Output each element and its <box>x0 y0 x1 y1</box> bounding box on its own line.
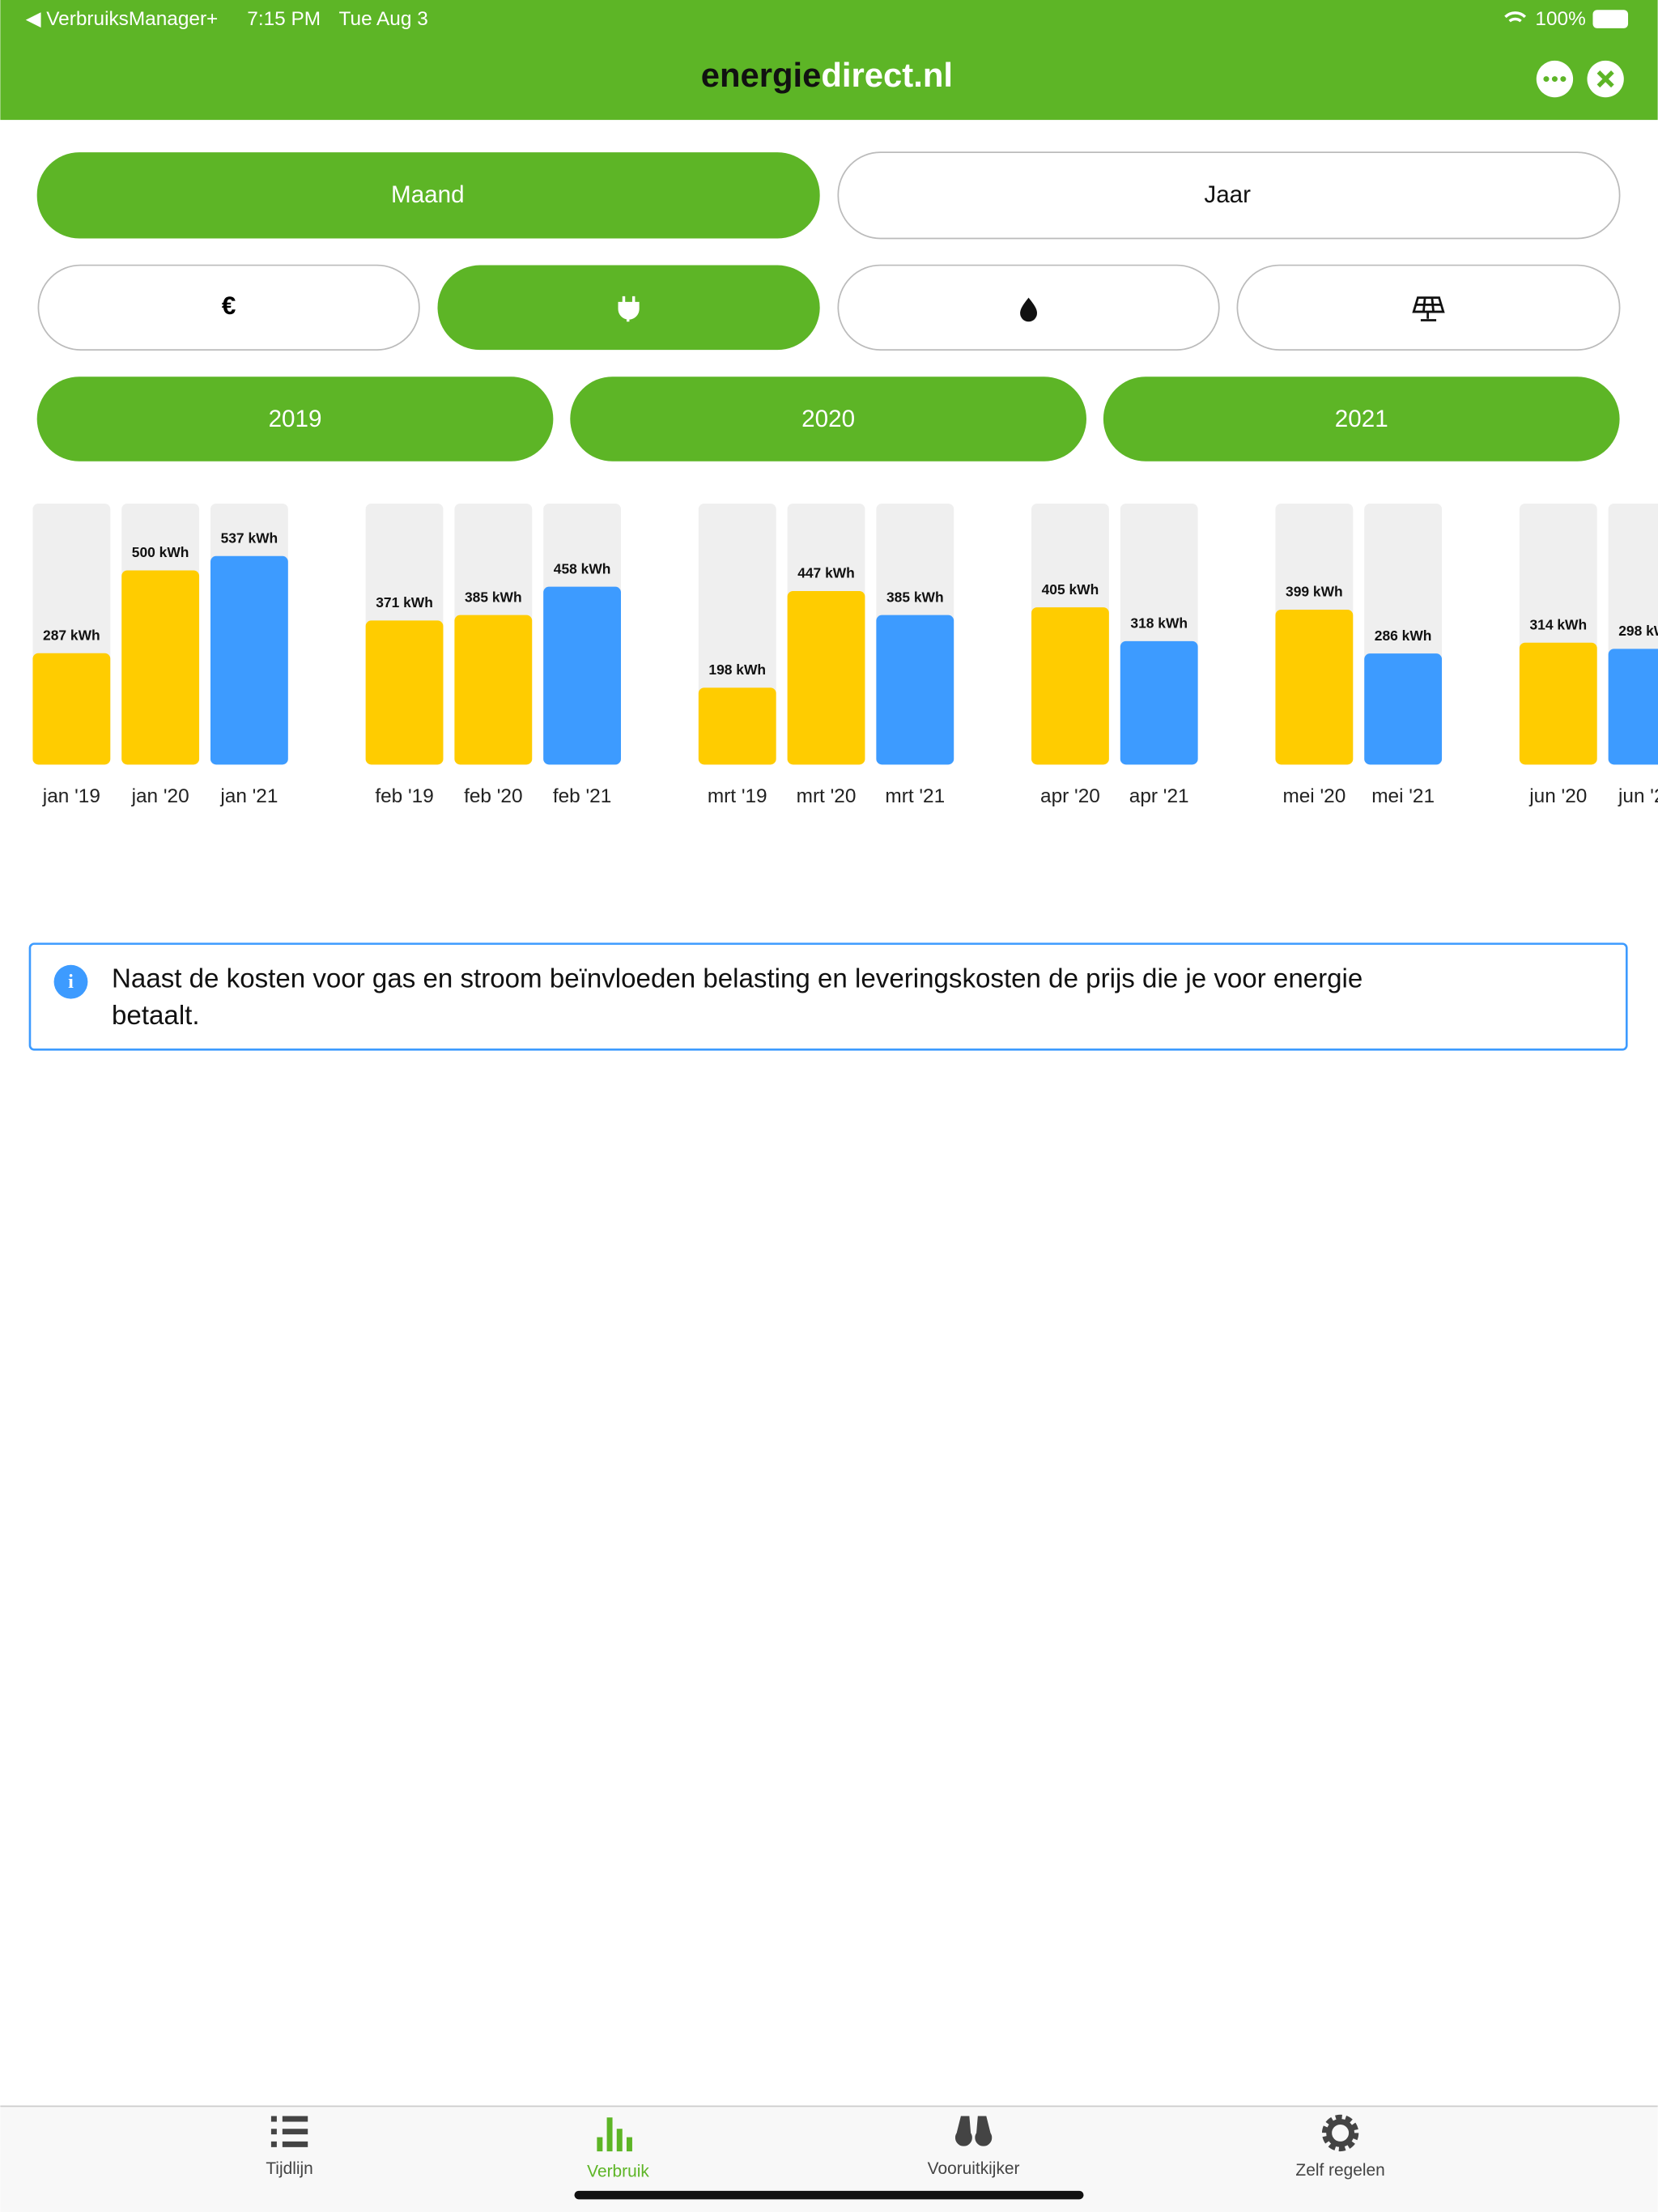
x-tick-label: apr '20 <box>1040 785 1100 807</box>
flame-icon <box>1020 297 1037 322</box>
home-indicator <box>574 2190 1084 2200</box>
info-icon <box>53 964 88 999</box>
bar <box>365 620 444 765</box>
year-button[interactable] <box>36 376 554 462</box>
type-tab[interactable] <box>1236 264 1621 351</box>
value-label: 405 kWh <box>1042 581 1099 598</box>
plug-icon <box>618 296 640 322</box>
header-bg <box>0 0 1658 121</box>
tab-label[interactable]: Zelf regelen <box>1295 2161 1384 2180</box>
value-label: 286 kWh <box>1375 627 1432 644</box>
binoculars-icon <box>954 2116 993 2146</box>
bar <box>1275 609 1354 765</box>
gear-icon <box>1326 2119 1355 2147</box>
value-label: 500 kWh <box>132 544 189 560</box>
chart-icon <box>597 2117 632 2152</box>
chat-dot <box>1551 76 1558 83</box>
bar <box>1519 642 1597 765</box>
x-tick-label: feb '21 <box>553 785 611 807</box>
info-text: Naast de kosten voor gas en stroom beïnv… <box>112 964 1363 994</box>
bar <box>543 586 622 765</box>
chart: 287 kWh jan '19 500 kWh jan '20 537 kWh jan '… <box>32 504 1658 807</box>
bar <box>876 615 954 765</box>
logo-dark: energie <box>701 56 822 94</box>
value-label: 385 kWh <box>886 589 944 605</box>
x-tick-label: mei '20 <box>1282 785 1346 807</box>
bar <box>1031 607 1109 765</box>
x-tick-label: mei '21 <box>1371 785 1435 807</box>
solar-icon <box>1412 296 1445 321</box>
year-buttons: 2019 2020 2021 <box>36 376 1620 462</box>
tab-label[interactable]: Verbruik <box>587 2163 649 2181</box>
year-button[interactable] <box>570 376 1086 462</box>
logo-light: direct.nl <box>821 56 953 94</box>
value-label: 287 kWh <box>43 627 100 643</box>
chat-dot <box>1560 76 1567 83</box>
x-tick-label: jun '20 <box>1528 785 1587 807</box>
info-icon-glyph: i <box>68 971 74 993</box>
value-label: 314 kWh <box>1529 616 1587 632</box>
battery-icon <box>1592 10 1629 28</box>
x-tick-label: mrt '21 <box>885 785 945 807</box>
x-tick-label: feb '19 <box>375 785 433 807</box>
bar <box>32 653 111 765</box>
value-label: 371 kWh <box>376 594 433 610</box>
info-box <box>28 942 1628 1051</box>
bar <box>210 555 288 765</box>
value-label: 198 kWh <box>708 661 766 678</box>
value-label: 385 kWh <box>465 589 522 605</box>
year-label: 2020 <box>801 406 855 432</box>
bar <box>1608 649 1658 765</box>
x-tick-label: apr '21 <box>1129 785 1189 807</box>
period-tab[interactable] <box>837 151 1621 240</box>
value-label: 458 kWh <box>554 560 611 576</box>
year-button[interactable] <box>1103 376 1620 462</box>
bar <box>454 615 533 765</box>
list-icon <box>270 2116 308 2147</box>
status-back[interactable]: ◀ VerbruiksManager+ <box>26 8 219 30</box>
value-label: 318 kWh <box>1130 615 1188 632</box>
x-tick-label: mrt '20 <box>797 785 857 807</box>
bar <box>1364 653 1443 765</box>
status-time: 7:15 PM <box>247 8 321 30</box>
value-label: 298 kWh <box>1618 623 1658 639</box>
tab-label[interactable]: Tijdlijn <box>266 2159 312 2178</box>
bar <box>698 687 776 765</box>
chat-dot <box>1543 76 1550 83</box>
period-tab-label: Jaar <box>1204 181 1251 208</box>
x-tick-label: jan '19 <box>42 785 100 807</box>
x-tick-label: feb '20 <box>464 785 522 807</box>
year-label: 2019 <box>269 406 322 432</box>
tab-label[interactable]: Vooruitkijker <box>928 2159 1020 2178</box>
currency-tab-label: € <box>222 291 236 320</box>
status-battery: 100% <box>1535 8 1585 30</box>
period-tab-active[interactable] <box>36 152 820 239</box>
bar <box>1120 640 1198 765</box>
x-tick-label: mrt '19 <box>708 785 767 807</box>
status-date: Tue Aug 3 <box>339 8 428 30</box>
year-label: 2021 <box>1335 406 1388 432</box>
value-label: 447 kWh <box>797 565 855 581</box>
bar <box>121 570 200 765</box>
x-tick-label: jun '21 <box>1618 785 1658 807</box>
bar <box>787 590 865 765</box>
value-label: 537 kWh <box>221 530 278 546</box>
info-text: betaalt. <box>112 1001 200 1031</box>
close-icon <box>1596 70 1614 88</box>
type-tab[interactable] <box>37 264 420 351</box>
wifi-icon <box>1504 11 1527 23</box>
period-tab-label: Maand <box>391 181 465 208</box>
x-tick-label: jan '20 <box>131 785 189 807</box>
value-label: 399 kWh <box>1286 584 1343 600</box>
x-tick-label: jan '21 <box>219 785 278 807</box>
